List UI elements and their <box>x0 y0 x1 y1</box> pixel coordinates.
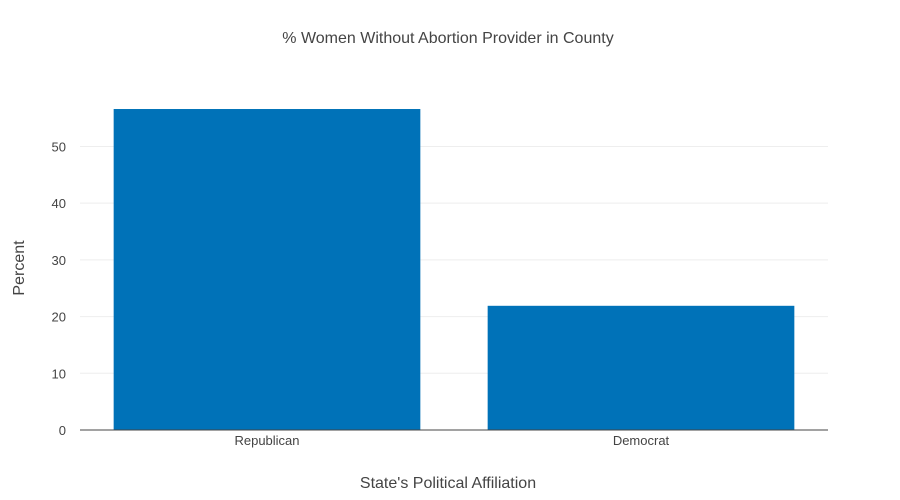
bar-democrat[interactable] <box>487 305 795 430</box>
bar-republican[interactable] <box>113 109 421 430</box>
y-axis-title: Percent <box>11 240 28 296</box>
y-tick-label: 50 <box>52 139 66 154</box>
bars <box>113 109 795 430</box>
y-tick-label: 30 <box>52 253 66 268</box>
chart-title: % Women Without Abortion Provider in Cou… <box>282 30 613 47</box>
y-tick-label: 40 <box>52 196 66 211</box>
x-tick-label: Republican <box>234 433 299 448</box>
y-tick-label: 0 <box>59 423 66 438</box>
x-axis-title: State's Political Affiliation <box>360 475 536 492</box>
x-tick-label: Democrat <box>613 433 670 448</box>
x-tick-labels: Republican Democrat <box>234 433 669 448</box>
y-tick-label: 20 <box>52 310 66 325</box>
y-tick-labels: 0 10 20 30 40 50 <box>52 139 66 438</box>
y-tick-label: 10 <box>52 366 66 381</box>
